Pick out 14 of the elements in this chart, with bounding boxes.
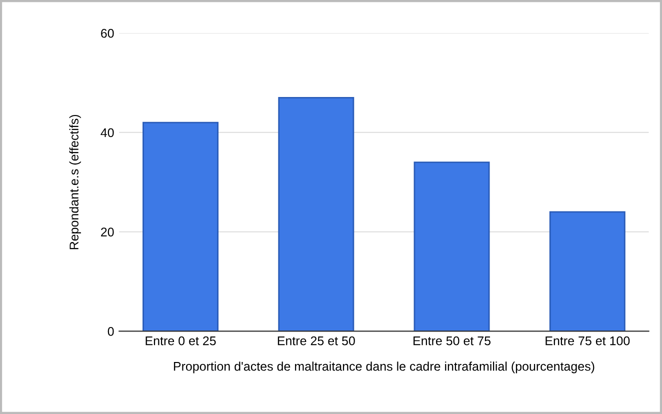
x-tick-label: Entre 50 et 75 (414, 336, 491, 346)
y-tick-label: 0 (108, 327, 114, 336)
y-tick-label: 60 (101, 28, 114, 38)
bar (549, 211, 626, 332)
x-tick-label: Entre 75 et 100 (546, 336, 630, 346)
bar (278, 97, 354, 332)
x-tick-label: Entre 0 et 25 (146, 336, 216, 346)
y-axis-title: Repondant.e.s (effectifs) (69, 114, 81, 250)
bar (414, 162, 490, 332)
x-tick-label: Entre 25 et 50 (278, 336, 355, 346)
bar (142, 122, 219, 332)
y-tick-label: 20 (101, 228, 114, 236)
y-tick-label: 40 (100, 128, 114, 138)
x-axis-title: Proportion d'actes de maltraitance dans le cadre intrafamilial (pourcentages) (174, 362, 594, 374)
